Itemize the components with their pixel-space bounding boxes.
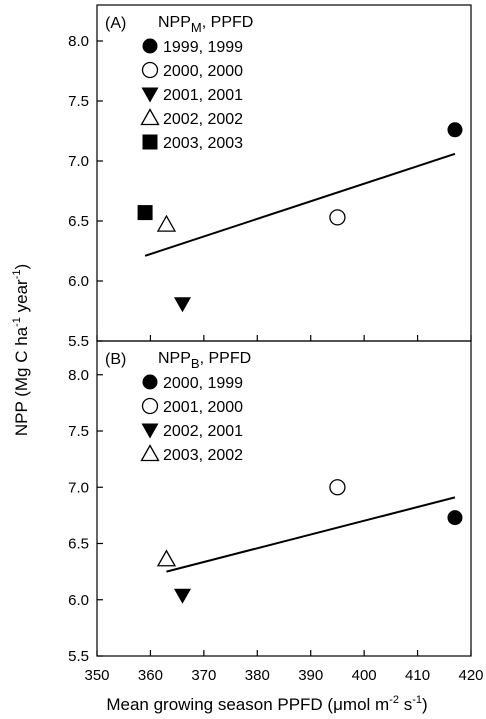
data-point bbox=[156, 549, 177, 567]
data-point bbox=[329, 209, 346, 226]
legend-marker bbox=[141, 423, 159, 439]
x-tick-label: 370 bbox=[191, 667, 216, 684]
panel-label: (A) bbox=[105, 15, 126, 32]
y-tick-label: 6.0 bbox=[68, 592, 89, 609]
legend-marker bbox=[141, 61, 159, 79]
x-tick-label: 360 bbox=[138, 667, 163, 684]
data-point bbox=[447, 122, 463, 138]
panel-a: 5.5 6.0 6.5 7.0 7.5 8.0 (A) NPPM, PPFD 1999, 199… bbox=[68, 4, 472, 350]
panel-label: (B) bbox=[105, 351, 126, 368]
legend-entry: 2000, 2000 bbox=[163, 63, 243, 80]
x-tick-label: 400 bbox=[352, 667, 377, 684]
legend-marker bbox=[142, 38, 158, 54]
y-tick-label: 6.5 bbox=[68, 536, 89, 553]
x-axis-label: Mean growing season PPFD (μmol m-2 s-1) bbox=[106, 694, 427, 714]
x-tick-label: 380 bbox=[245, 667, 270, 684]
legend-title: NPPB, PPFD bbox=[158, 350, 251, 371]
panels-group: 5.5 6.0 6.5 7.0 7.5 8.0 (A) NPPM, PPFD 1999, 199… bbox=[68, 4, 484, 684]
x-tick-label: 350 bbox=[84, 667, 109, 684]
data-point bbox=[173, 297, 191, 313]
regression-line bbox=[166, 496, 456, 573]
y-axis-label: NPP (Mg C ha-1 year-1) bbox=[11, 264, 31, 436]
plot-frame bbox=[96, 340, 472, 657]
legend-title: NPPM, PPFD bbox=[158, 14, 253, 35]
y-tick-label: 6.0 bbox=[68, 273, 89, 290]
y-tick-label: 6.5 bbox=[68, 213, 89, 230]
data-point bbox=[173, 588, 191, 604]
legend-entry: 2002, 2001 bbox=[163, 423, 243, 440]
legend-marker bbox=[140, 108, 160, 126]
y-tick-label: 7.5 bbox=[68, 93, 89, 110]
y-tick-label: 7.5 bbox=[68, 423, 89, 440]
data-point bbox=[137, 205, 153, 221]
panel-b: 5.5 6.0 6.5 7.0 7.5 8.0 (B) NPPB, PPFD 2000, 199… bbox=[68, 340, 472, 665]
legend-entry: 2003, 2003 bbox=[163, 135, 243, 152]
x-tick-label: 390 bbox=[298, 667, 323, 684]
y-tick-label: 8.0 bbox=[68, 33, 89, 50]
legend-entry: 2000, 1999 bbox=[163, 375, 243, 392]
y-tick-label: 7.0 bbox=[68, 153, 89, 170]
x-tick-label: 420 bbox=[458, 667, 483, 684]
legend-marker bbox=[142, 374, 158, 390]
legend-entry: 2001, 2001 bbox=[163, 87, 243, 104]
y-tick-label: 5.5 bbox=[68, 648, 89, 665]
data-point bbox=[447, 510, 463, 526]
y-tick-label: 7.0 bbox=[68, 479, 89, 496]
legend-entry: 2002, 2002 bbox=[163, 111, 243, 128]
legend-marker bbox=[140, 444, 160, 462]
legend-marker bbox=[141, 397, 159, 415]
plot-frame bbox=[96, 4, 472, 342]
regression-line bbox=[144, 152, 456, 257]
legend-entry: 2001, 2000 bbox=[163, 399, 243, 416]
legend-marker bbox=[142, 134, 158, 150]
legend-entry: 1999, 1999 bbox=[163, 39, 243, 56]
data-point bbox=[329, 479, 346, 496]
legend-marker bbox=[141, 87, 159, 103]
y-tick-label: 5.5 bbox=[68, 333, 89, 350]
legend-entry: 2003, 2002 bbox=[163, 447, 243, 464]
y-tick-label: 8.0 bbox=[68, 367, 89, 384]
data-point bbox=[156, 214, 177, 232]
x-tick-label: 410 bbox=[405, 667, 430, 684]
